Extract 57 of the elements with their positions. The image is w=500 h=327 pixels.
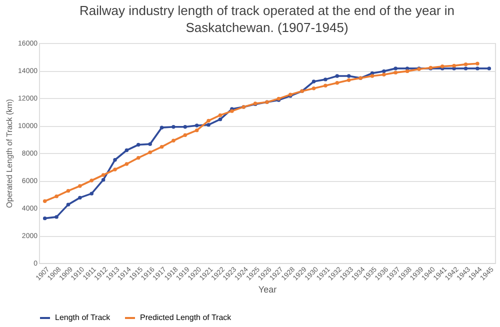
point — [464, 62, 468, 66]
point — [136, 142, 140, 147]
point — [487, 66, 492, 70]
point — [194, 124, 199, 128]
point — [160, 144, 164, 149]
point — [452, 64, 456, 68]
point — [312, 86, 316, 90]
point — [312, 80, 316, 84]
point — [476, 62, 480, 66]
point — [335, 74, 340, 78]
point — [206, 122, 210, 127]
point — [183, 125, 188, 129]
point — [66, 202, 70, 206]
point — [382, 69, 386, 74]
point — [78, 184, 82, 188]
point — [335, 81, 340, 85]
point — [206, 118, 210, 123]
point — [324, 78, 328, 82]
point — [394, 66, 398, 70]
point — [218, 117, 222, 122]
point — [54, 194, 58, 198]
point — [324, 84, 328, 88]
point — [148, 142, 152, 146]
point — [124, 162, 129, 166]
point — [183, 133, 188, 137]
point — [194, 128, 199, 132]
y-axis-title: Operated Length of Track (km) — [5, 98, 14, 208]
point — [346, 78, 351, 82]
point — [172, 125, 176, 129]
point — [90, 192, 94, 196]
point — [136, 156, 140, 160]
point — [172, 138, 176, 142]
point — [464, 66, 468, 70]
point — [54, 215, 58, 219]
x-axis-title: Year — [258, 284, 277, 294]
point — [394, 70, 398, 74]
point — [124, 148, 129, 152]
chart-title: Railway industry length of track operated at the end of the year in Saskatchewan. (1907-1945) — [79, 3, 455, 35]
point — [66, 188, 70, 193]
point — [42, 216, 47, 220]
point — [78, 196, 82, 200]
legend-label: Length of Track — [55, 313, 112, 322]
point — [101, 178, 106, 182]
point — [42, 199, 47, 203]
point — [113, 168, 117, 172]
point — [476, 66, 480, 70]
point — [405, 69, 410, 74]
point — [90, 178, 94, 182]
point — [370, 74, 374, 78]
point — [101, 173, 106, 177]
point — [346, 74, 351, 78]
point — [113, 158, 117, 162]
point — [160, 126, 164, 130]
point — [148, 150, 152, 154]
point — [382, 72, 386, 76]
legend-label: Predicted Length of Track — [140, 313, 232, 322]
point — [218, 113, 222, 118]
